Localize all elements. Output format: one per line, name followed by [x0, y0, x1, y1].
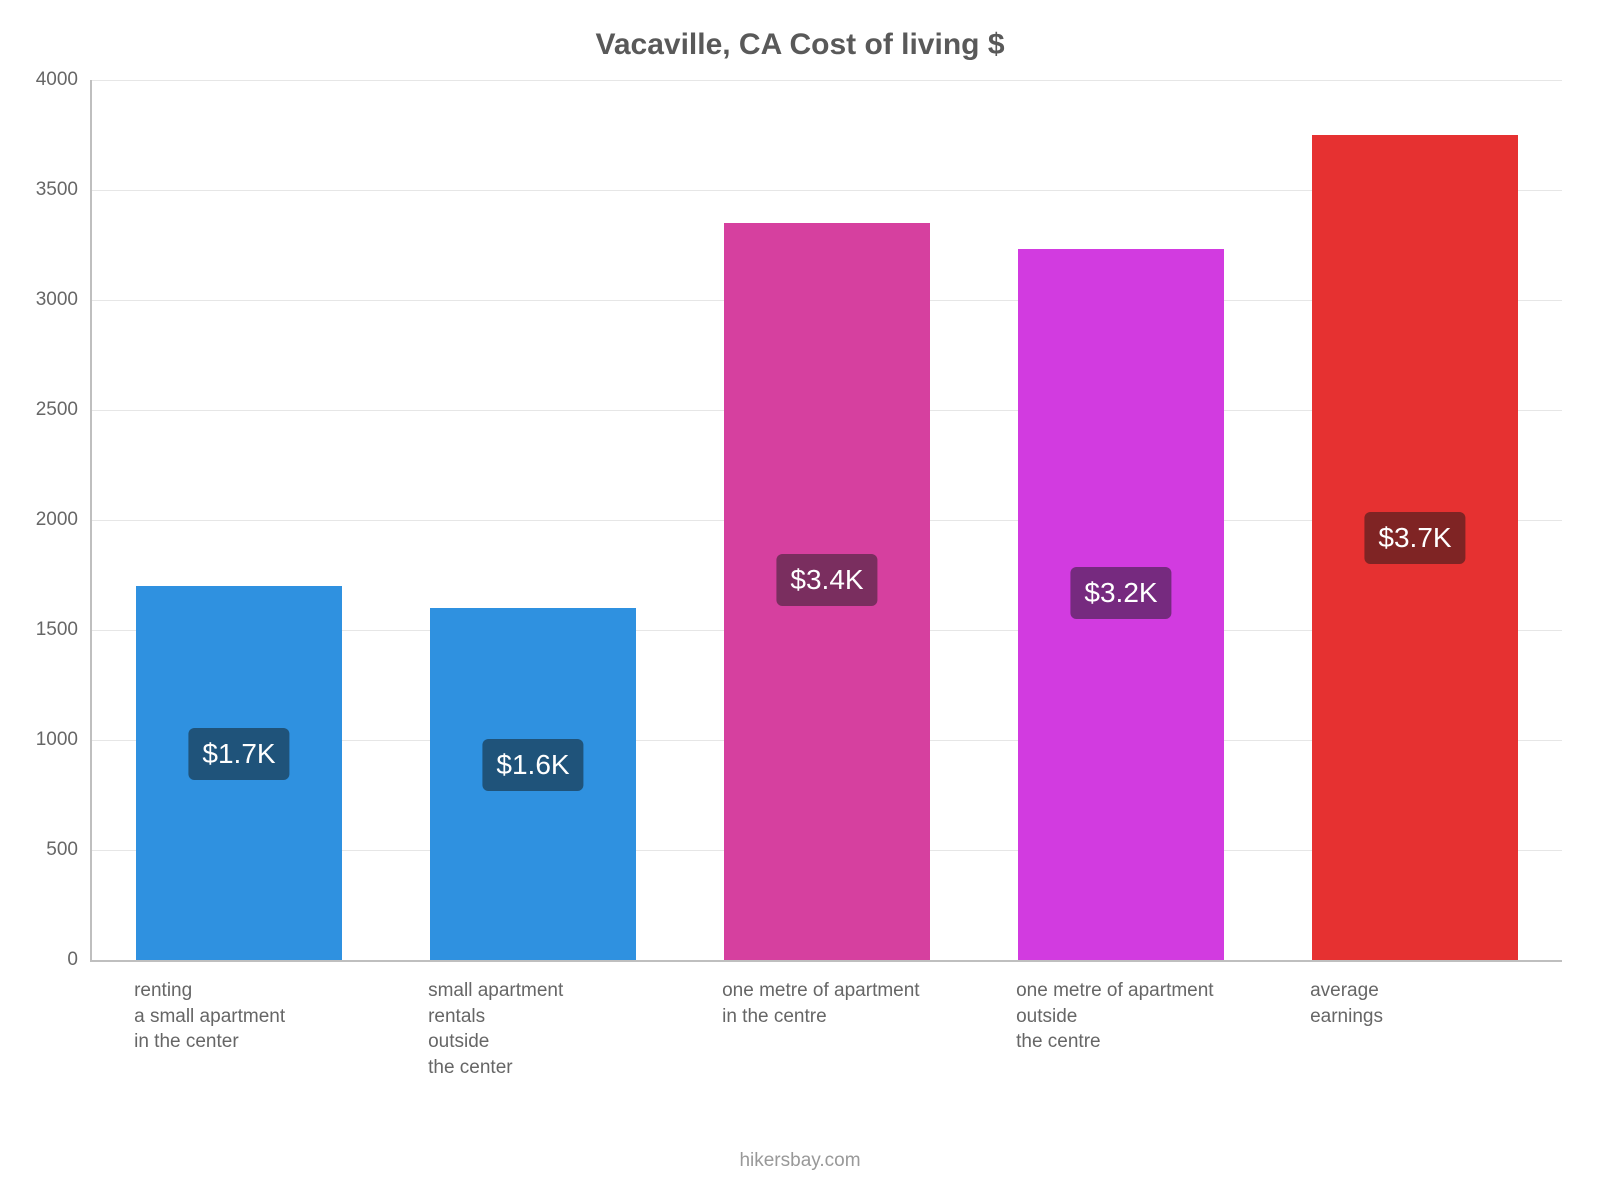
bar: $3.7K: [1312, 135, 1518, 960]
plot-area: $1.7K $1.6K $3.4K $3.2K $3.7K: [90, 80, 1562, 962]
bar-value-badge: $3.7K: [1364, 512, 1465, 564]
bar-value-badge: $1.7K: [188, 728, 289, 780]
y-tick-label: 3500: [0, 179, 78, 201]
x-tick-label: renting a small apartment in the center: [134, 978, 340, 1055]
y-tick-label: 0: [0, 949, 78, 971]
y-tick-label: 1000: [0, 729, 78, 751]
y-tick-label: 2500: [0, 399, 78, 421]
x-tick-label: average earnings: [1310, 978, 1516, 1029]
y-tick-label: 1500: [0, 619, 78, 641]
chart-footer: hikersbay.com: [0, 1150, 1600, 1172]
x-tick-label: one metre of apartment outside the centr…: [1016, 978, 1222, 1055]
bar: $3.4K: [724, 223, 930, 960]
bar: $1.6K: [430, 608, 636, 960]
grid-line: [92, 80, 1562, 81]
bar: $3.2K: [1018, 249, 1224, 960]
chart-title: Vacaville, CA Cost of living $: [0, 28, 1600, 62]
bar-value-badge: $3.2K: [1070, 567, 1171, 619]
y-tick-label: 2000: [0, 509, 78, 531]
bar: $1.7K: [136, 586, 342, 960]
x-tick-label: one metre of apartment in the centre: [722, 978, 928, 1029]
y-tick-label: 500: [0, 839, 78, 861]
bar-value-badge: $1.6K: [482, 739, 583, 791]
x-tick-label: small apartment rentals outside the cent…: [428, 978, 634, 1081]
y-tick-label: 3000: [0, 289, 78, 311]
bar-value-badge: $3.4K: [776, 554, 877, 606]
cost-of-living-bar-chart: Vacaville, CA Cost of living $ $1.7K $1.6…: [0, 0, 1600, 1200]
y-tick-label: 4000: [0, 69, 78, 91]
